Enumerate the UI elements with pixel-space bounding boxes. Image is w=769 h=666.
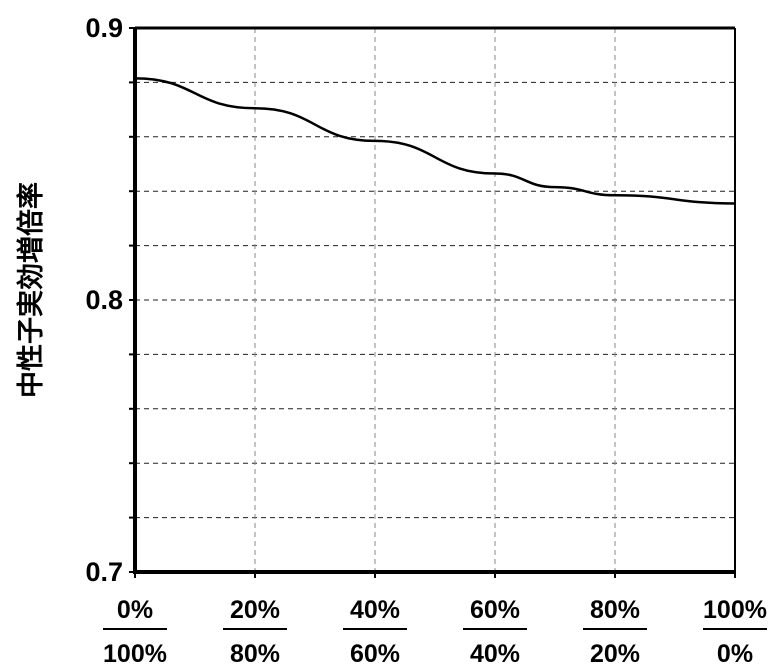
x-tick-label-bottom: 60% (350, 640, 400, 666)
series (134, 77, 736, 205)
x-tick-label-bottom: 0% (717, 640, 753, 666)
x-tick-label-bottom: 20% (590, 640, 640, 666)
y-axis-label: 中性子実効増倍率 (15, 182, 47, 398)
series-line (134, 77, 736, 205)
x-tick-label-bottom: 80% (230, 640, 280, 666)
x-tick-label-top: 0% (117, 596, 153, 624)
grid (135, 28, 736, 572)
x-tick-labels: 0% 100% 20% 80% 40% 60% 60% 40% 80% 20% 100% 0% (103, 596, 767, 666)
x-tick-label-top: 80% (590, 596, 640, 624)
x-tick-label-top: 20% (230, 596, 280, 624)
x-tick-label-top: 40% (350, 596, 400, 624)
y-tick-label: 0.9 (85, 13, 123, 43)
x-tick-label-top: 100% (703, 596, 767, 624)
x-tick-label-bottom: 40% (470, 640, 520, 666)
y-tick-labels: 0.9 0.8 0.7 (85, 13, 123, 587)
x-tick-label-bottom: 100% (103, 640, 167, 666)
y-tick-label: 0.8 (85, 285, 123, 315)
y-tick-label: 0.7 (85, 557, 123, 587)
axes (129, 26, 736, 578)
x-tick-label-top: 60% (470, 596, 520, 624)
